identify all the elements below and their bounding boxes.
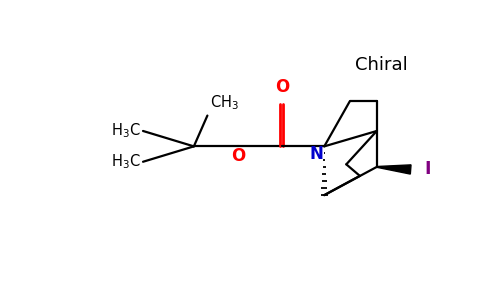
Text: O: O xyxy=(275,78,289,96)
Text: I: I xyxy=(424,160,431,178)
Polygon shape xyxy=(377,165,411,174)
Text: CH$_3$: CH$_3$ xyxy=(211,94,240,112)
Text: H$_3$C: H$_3$C xyxy=(111,152,141,171)
Text: O: O xyxy=(231,147,245,165)
Text: Chiral: Chiral xyxy=(355,56,408,74)
Text: N: N xyxy=(310,145,323,163)
Text: H$_3$C: H$_3$C xyxy=(111,122,141,140)
